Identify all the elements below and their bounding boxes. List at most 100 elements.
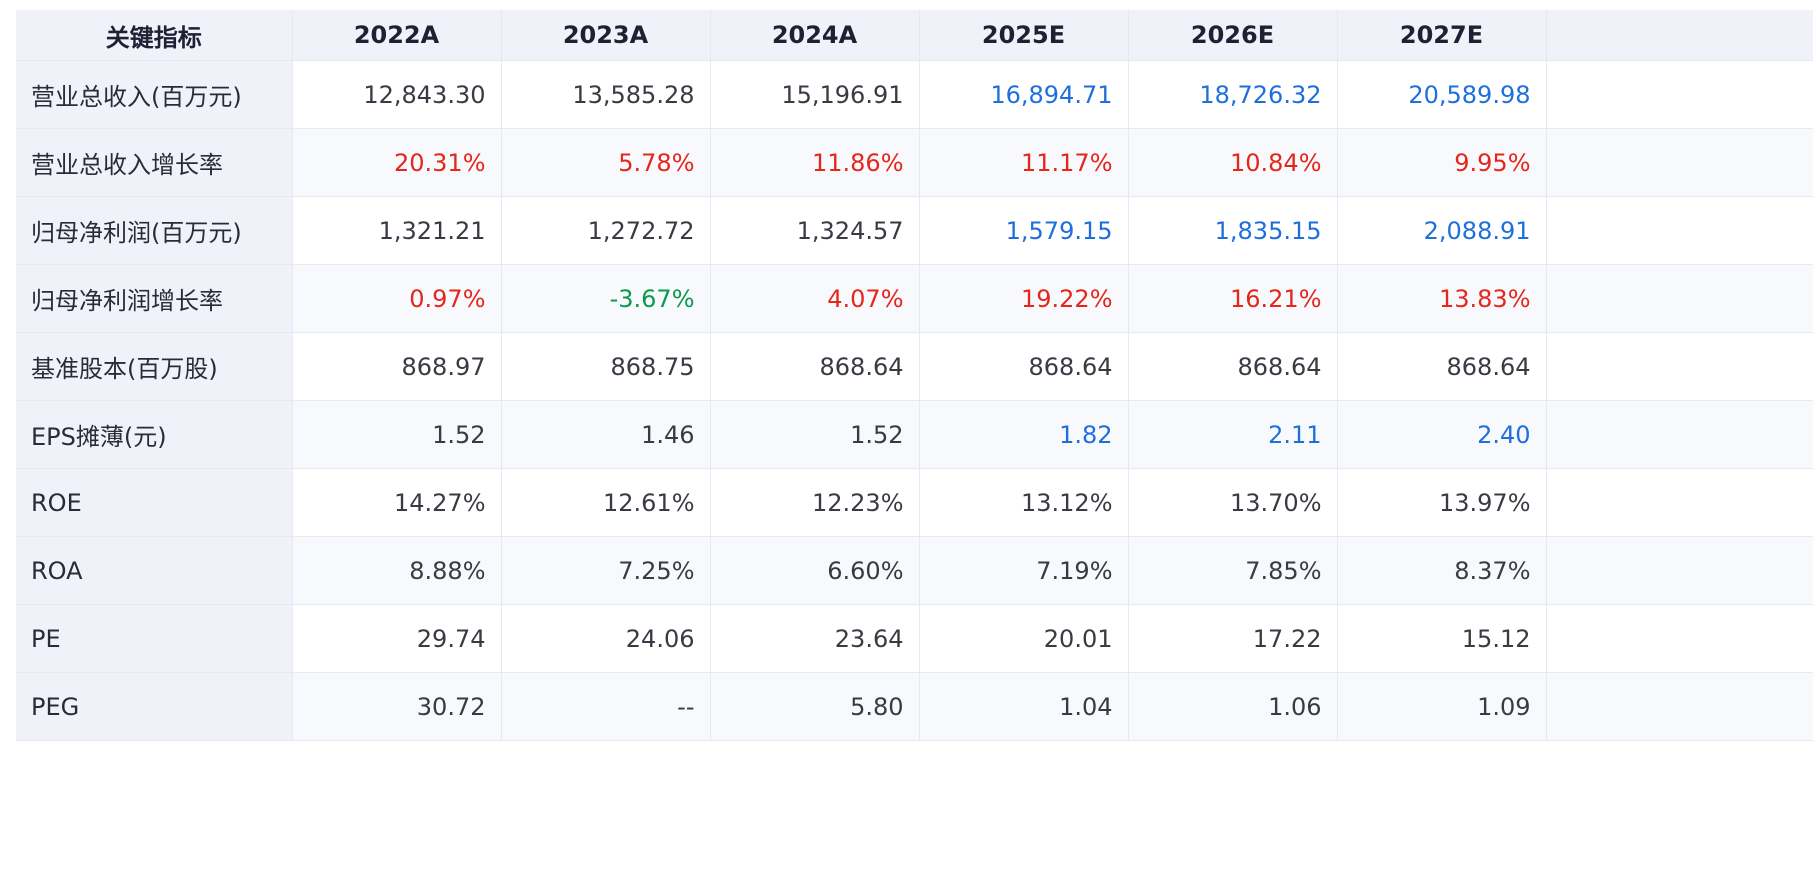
table-cell: 24.06 [501, 604, 711, 673]
row-label: PEG [16, 672, 293, 741]
table-cell: 868.64 [710, 332, 920, 401]
table-row: EPS摊薄(元) 1.52 1.46 1.52 1.82 2.11 2.40 [16, 400, 1813, 469]
table-cell: 13,585.28 [501, 60, 711, 129]
table-row: 基准股本(百万股) 868.97 868.75 868.64 868.64 86… [16, 332, 1813, 401]
table-cell: 29.74 [292, 604, 502, 673]
table-cell: 5.80 [710, 672, 920, 741]
table-cell: 12.61% [501, 468, 711, 537]
table-cell: 19.22% [919, 264, 1129, 333]
table-cell: 2.11 [1128, 400, 1338, 469]
table-row: PE 29.74 24.06 23.64 20.01 17.22 15.12 [16, 604, 1813, 673]
table-cell: 14.27% [292, 468, 502, 537]
table-cell: 8.37% [1337, 536, 1547, 605]
table-cell: 1.06 [1128, 672, 1338, 741]
overflow-cell [1546, 128, 1813, 197]
header-2027e[interactable]: 2027E [1337, 10, 1547, 61]
overflow-cell [1546, 536, 1813, 605]
overflow-cell [1546, 468, 1813, 537]
overflow-cell [1546, 196, 1813, 265]
table-cell: 868.64 [919, 332, 1129, 401]
table-cell: 13.97% [1337, 468, 1547, 537]
table-cell: 6.60% [710, 536, 920, 605]
table-cell: 13.83% [1337, 264, 1547, 333]
table-cell: 4.07% [710, 264, 920, 333]
table-cell: 7.85% [1128, 536, 1338, 605]
table-cell: 1.52 [292, 400, 502, 469]
table-cell: -3.67% [501, 264, 711, 333]
row-label: ROA [16, 536, 293, 605]
table-cell: 20.31% [292, 128, 502, 197]
table-cell: 18,726.32 [1128, 60, 1338, 129]
row-label: PE [16, 604, 293, 673]
table-cell: 1.52 [710, 400, 920, 469]
financial-metrics-table: 关键指标 2022A 2023A 2024A 2025E 2026E 2027E… [16, 10, 1813, 741]
header-2024a[interactable]: 2024A [710, 10, 920, 61]
overflow-cell [1546, 332, 1813, 401]
row-label: 营业总收入(百万元) [16, 60, 293, 129]
table-row: ROE 14.27% 12.61% 12.23% 13.12% 13.70% 1… [16, 468, 1813, 537]
table-cell: 9.95% [1337, 128, 1547, 197]
table-cell: 30.72 [292, 672, 502, 741]
overflow-cell [1546, 264, 1813, 333]
table-cell: 1,321.21 [292, 196, 502, 265]
row-label: ROE [16, 468, 293, 537]
table-cell: 1.46 [501, 400, 711, 469]
table-cell: -- [501, 672, 711, 741]
table-cell: 16,894.71 [919, 60, 1129, 129]
row-label: 归母净利润增长率 [16, 264, 293, 333]
overflow-cell [1546, 400, 1813, 469]
row-label: EPS摊薄(元) [16, 400, 293, 469]
table-cell: 868.64 [1337, 332, 1547, 401]
overflow-cell [1546, 604, 1813, 673]
table-cell: 13.70% [1128, 468, 1338, 537]
table-cell: 2.40 [1337, 400, 1547, 469]
row-label: 基准股本(百万股) [16, 332, 293, 401]
table-cell: 868.97 [292, 332, 502, 401]
table-cell: 17.22 [1128, 604, 1338, 673]
table-cell: 868.75 [501, 332, 711, 401]
table-cell: 1,835.15 [1128, 196, 1338, 265]
table-cell: 12.23% [710, 468, 920, 537]
table-cell: 2,088.91 [1337, 196, 1547, 265]
table-cell: 11.17% [919, 128, 1129, 197]
table-cell: 23.64 [710, 604, 920, 673]
row-label: 营业总收入增长率 [16, 128, 293, 197]
table-cell: 7.25% [501, 536, 711, 605]
table-cell: 0.97% [292, 264, 502, 333]
overflow-cell [1546, 672, 1813, 741]
header-2026e[interactable]: 2026E [1128, 10, 1338, 61]
table-cell: 7.19% [919, 536, 1129, 605]
table-cell: 5.78% [501, 128, 711, 197]
table-cell: 11.86% [710, 128, 920, 197]
table-cell: 1.04 [919, 672, 1129, 741]
table-cell: 12,843.30 [292, 60, 502, 129]
header-2022a[interactable]: 2022A [292, 10, 502, 61]
table-cell: 1,324.57 [710, 196, 920, 265]
table-header-row: 关键指标 2022A 2023A 2024A 2025E 2026E 2027E [16, 10, 1813, 61]
table-cell: 1.09 [1337, 672, 1547, 741]
table-row: 营业总收入(百万元) 12,843.30 13,585.28 15,196.91… [16, 60, 1813, 129]
table-cell: 20.01 [919, 604, 1129, 673]
table-row: ROA 8.88% 7.25% 6.60% 7.19% 7.85% 8.37% [16, 536, 1813, 605]
header-key-metrics[interactable]: 关键指标 [16, 10, 293, 61]
table-cell: 868.64 [1128, 332, 1338, 401]
table-cell: 13.12% [919, 468, 1129, 537]
header-2025e[interactable]: 2025E [919, 10, 1129, 61]
table-cell: 1.82 [919, 400, 1129, 469]
header-2023a[interactable]: 2023A [501, 10, 711, 61]
table-row: 营业总收入增长率 20.31% 5.78% 11.86% 11.17% 10.8… [16, 128, 1813, 197]
table-cell: 20,589.98 [1337, 60, 1547, 129]
header-overflow-column [1546, 10, 1813, 61]
table-row: PEG 30.72 -- 5.80 1.04 1.06 1.09 [16, 672, 1813, 741]
row-label: 归母净利润(百万元) [16, 196, 293, 265]
table-cell: 15,196.91 [710, 60, 920, 129]
overflow-cell [1546, 60, 1813, 129]
table-cell: 1,272.72 [501, 196, 711, 265]
table-cell: 8.88% [292, 536, 502, 605]
financial-metrics-table-container: 关键指标 2022A 2023A 2024A 2025E 2026E 2027E… [16, 10, 1813, 741]
table-cell: 16.21% [1128, 264, 1338, 333]
table-cell: 1,579.15 [919, 196, 1129, 265]
table-cell: 10.84% [1128, 128, 1338, 197]
table-row: 归母净利润增长率 0.97% -3.67% 4.07% 19.22% 16.21… [16, 264, 1813, 333]
table-cell: 15.12 [1337, 604, 1547, 673]
